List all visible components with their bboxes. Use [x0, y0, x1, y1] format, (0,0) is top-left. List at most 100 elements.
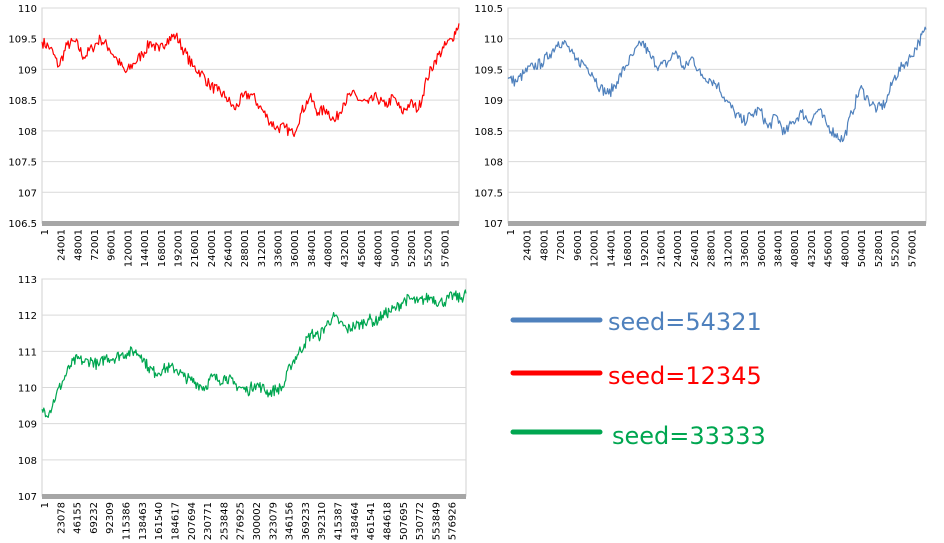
x-tick-label: 120001: [590, 229, 601, 267]
legend: seed=54321 seed=12345 seed=33333: [510, 308, 766, 450]
x-tick-label: 48001: [73, 229, 84, 261]
y-tick-label: 108: [18, 127, 37, 138]
x-tick-label: 168001: [157, 229, 168, 267]
x-tick-label: 408001: [790, 229, 801, 267]
y-tick-label: 109: [18, 65, 37, 76]
y-tick-label: 107.5: [8, 158, 37, 169]
x-tick-label: 264001: [690, 229, 701, 267]
x-tick-label: 576001: [907, 229, 918, 267]
x-tick-label: 507695: [399, 502, 410, 540]
x-tick-label: 528001: [874, 229, 885, 267]
x-tick-label: 369233: [301, 502, 312, 540]
x-tick-label: 72001: [90, 229, 101, 261]
x-tick-label: 120001: [123, 229, 134, 267]
y-tick-label: 110: [484, 35, 503, 46]
x-tick-label: 240001: [207, 229, 218, 267]
x-tick-label: 438464: [350, 502, 361, 540]
series-line: [41, 23, 460, 138]
x-tick-label: 336001: [740, 229, 751, 267]
y-tick-label: 112: [18, 311, 37, 322]
legend-label: seed=12345: [608, 362, 762, 390]
y-tick-label: 107.5: [474, 188, 503, 199]
x-tick-label: 300002: [252, 502, 263, 540]
x-tick-label: 138463: [138, 502, 149, 540]
plot-area: [507, 7, 927, 224]
x-tick-label: 48001: [539, 229, 550, 261]
x-tick-label: 346156: [285, 502, 296, 540]
x-tick-label: 72001: [556, 229, 567, 261]
legend-entry: seed=33333: [510, 422, 766, 450]
x-tick-label: 360001: [757, 229, 768, 267]
x-tick-label: 504001: [390, 229, 401, 267]
y-tick-label: 109.5: [474, 65, 503, 76]
y-tick-label: 111: [18, 347, 37, 358]
x-axis: [42, 494, 466, 499]
x-tick-label: 336001: [274, 229, 285, 267]
y-tick-label: 108.5: [474, 127, 503, 138]
x-tick-label: 576001: [440, 229, 451, 267]
y-tick-label: 108.5: [8, 96, 37, 107]
y-tick-label: 107: [18, 188, 37, 199]
x-tick-label: 115386: [122, 502, 133, 540]
x-tick-label: 432001: [807, 229, 818, 267]
legend-entry: seed=54321: [510, 308, 762, 336]
x-tick-label: 192001: [173, 229, 184, 267]
y-tick-label: 113: [18, 275, 37, 286]
x-tick-label: 504001: [857, 229, 868, 267]
y-tick-label: 108: [484, 158, 503, 169]
x-tick-label: 1: [40, 229, 51, 235]
x-tick-label: 415387: [334, 502, 345, 540]
x-axis: [42, 221, 459, 226]
x-tick-label: 456001: [824, 229, 835, 267]
x-tick-label: 96001: [573, 229, 584, 261]
x-tick-label: 1: [40, 502, 51, 508]
y-tick-label: 107: [484, 219, 503, 230]
x-tick-label: 552001: [891, 229, 902, 267]
y-tick-label: 108: [18, 456, 37, 467]
x-tick-label: 456001: [357, 229, 368, 267]
y-tick-label: 109: [18, 420, 37, 431]
x-tick-label: 530772: [415, 502, 426, 540]
x-tick-label: 276925: [236, 502, 247, 540]
x-tick-label: 384001: [774, 229, 785, 267]
x-tick-label: 144001: [606, 229, 617, 267]
x-axis: [508, 221, 926, 226]
x-tick-label: 192001: [640, 229, 651, 267]
x-tick-label: 96001: [107, 229, 118, 261]
x-tick-label: 323079: [268, 502, 279, 540]
x-tick-label: 230771: [203, 502, 214, 540]
x-tick-label: 69232: [89, 502, 100, 534]
chart-seed-12345: 106.5 107 107.5 108 108.5 109 109.5 110 1 24001 48…: [8, 4, 460, 267]
x-tick-label: 168001: [623, 229, 634, 267]
x-tick-label: 288001: [240, 229, 251, 267]
series-line: [507, 26, 927, 143]
x-tick-label: 528001: [407, 229, 418, 267]
x-tick-label: 408001: [324, 229, 335, 267]
legend-label: seed=33333: [612, 422, 766, 450]
x-tick-label: 46155: [73, 502, 84, 534]
y-tick-label: 109: [484, 96, 503, 107]
x-tick-label: 24001: [523, 229, 534, 261]
x-tick-label: 576926: [448, 502, 459, 540]
y-tick-label: 110: [18, 384, 37, 395]
x-tick-label: 553849: [431, 502, 442, 540]
x-tick-label: 253848: [219, 502, 230, 540]
x-tick-label: 92309: [105, 502, 116, 534]
x-tick-label: 484618: [382, 502, 393, 540]
x-tick-label: 23078: [56, 502, 67, 534]
legend-label: seed=54321: [608, 308, 762, 336]
y-tick-label: 106.5: [8, 219, 37, 230]
x-tick-label: 288001: [707, 229, 718, 267]
legend-entry: seed=12345: [510, 362, 762, 390]
x-tick-label: 161540: [154, 502, 165, 540]
x-tick-label: 480001: [840, 229, 851, 267]
y-tick-label: 110.5: [474, 4, 503, 15]
x-tick-label: 360001: [290, 229, 301, 267]
x-tick-label: 461541: [366, 502, 377, 540]
chart-seed-33333: 107 108 109 110 111 112 113 1 23078 46155 69232 923…: [18, 275, 467, 540]
x-tick-label: 384001: [307, 229, 318, 267]
x-tick-label: 216001: [190, 229, 201, 267]
x-tick-label: 312001: [257, 229, 268, 267]
x-tick-label: 216001: [656, 229, 667, 267]
